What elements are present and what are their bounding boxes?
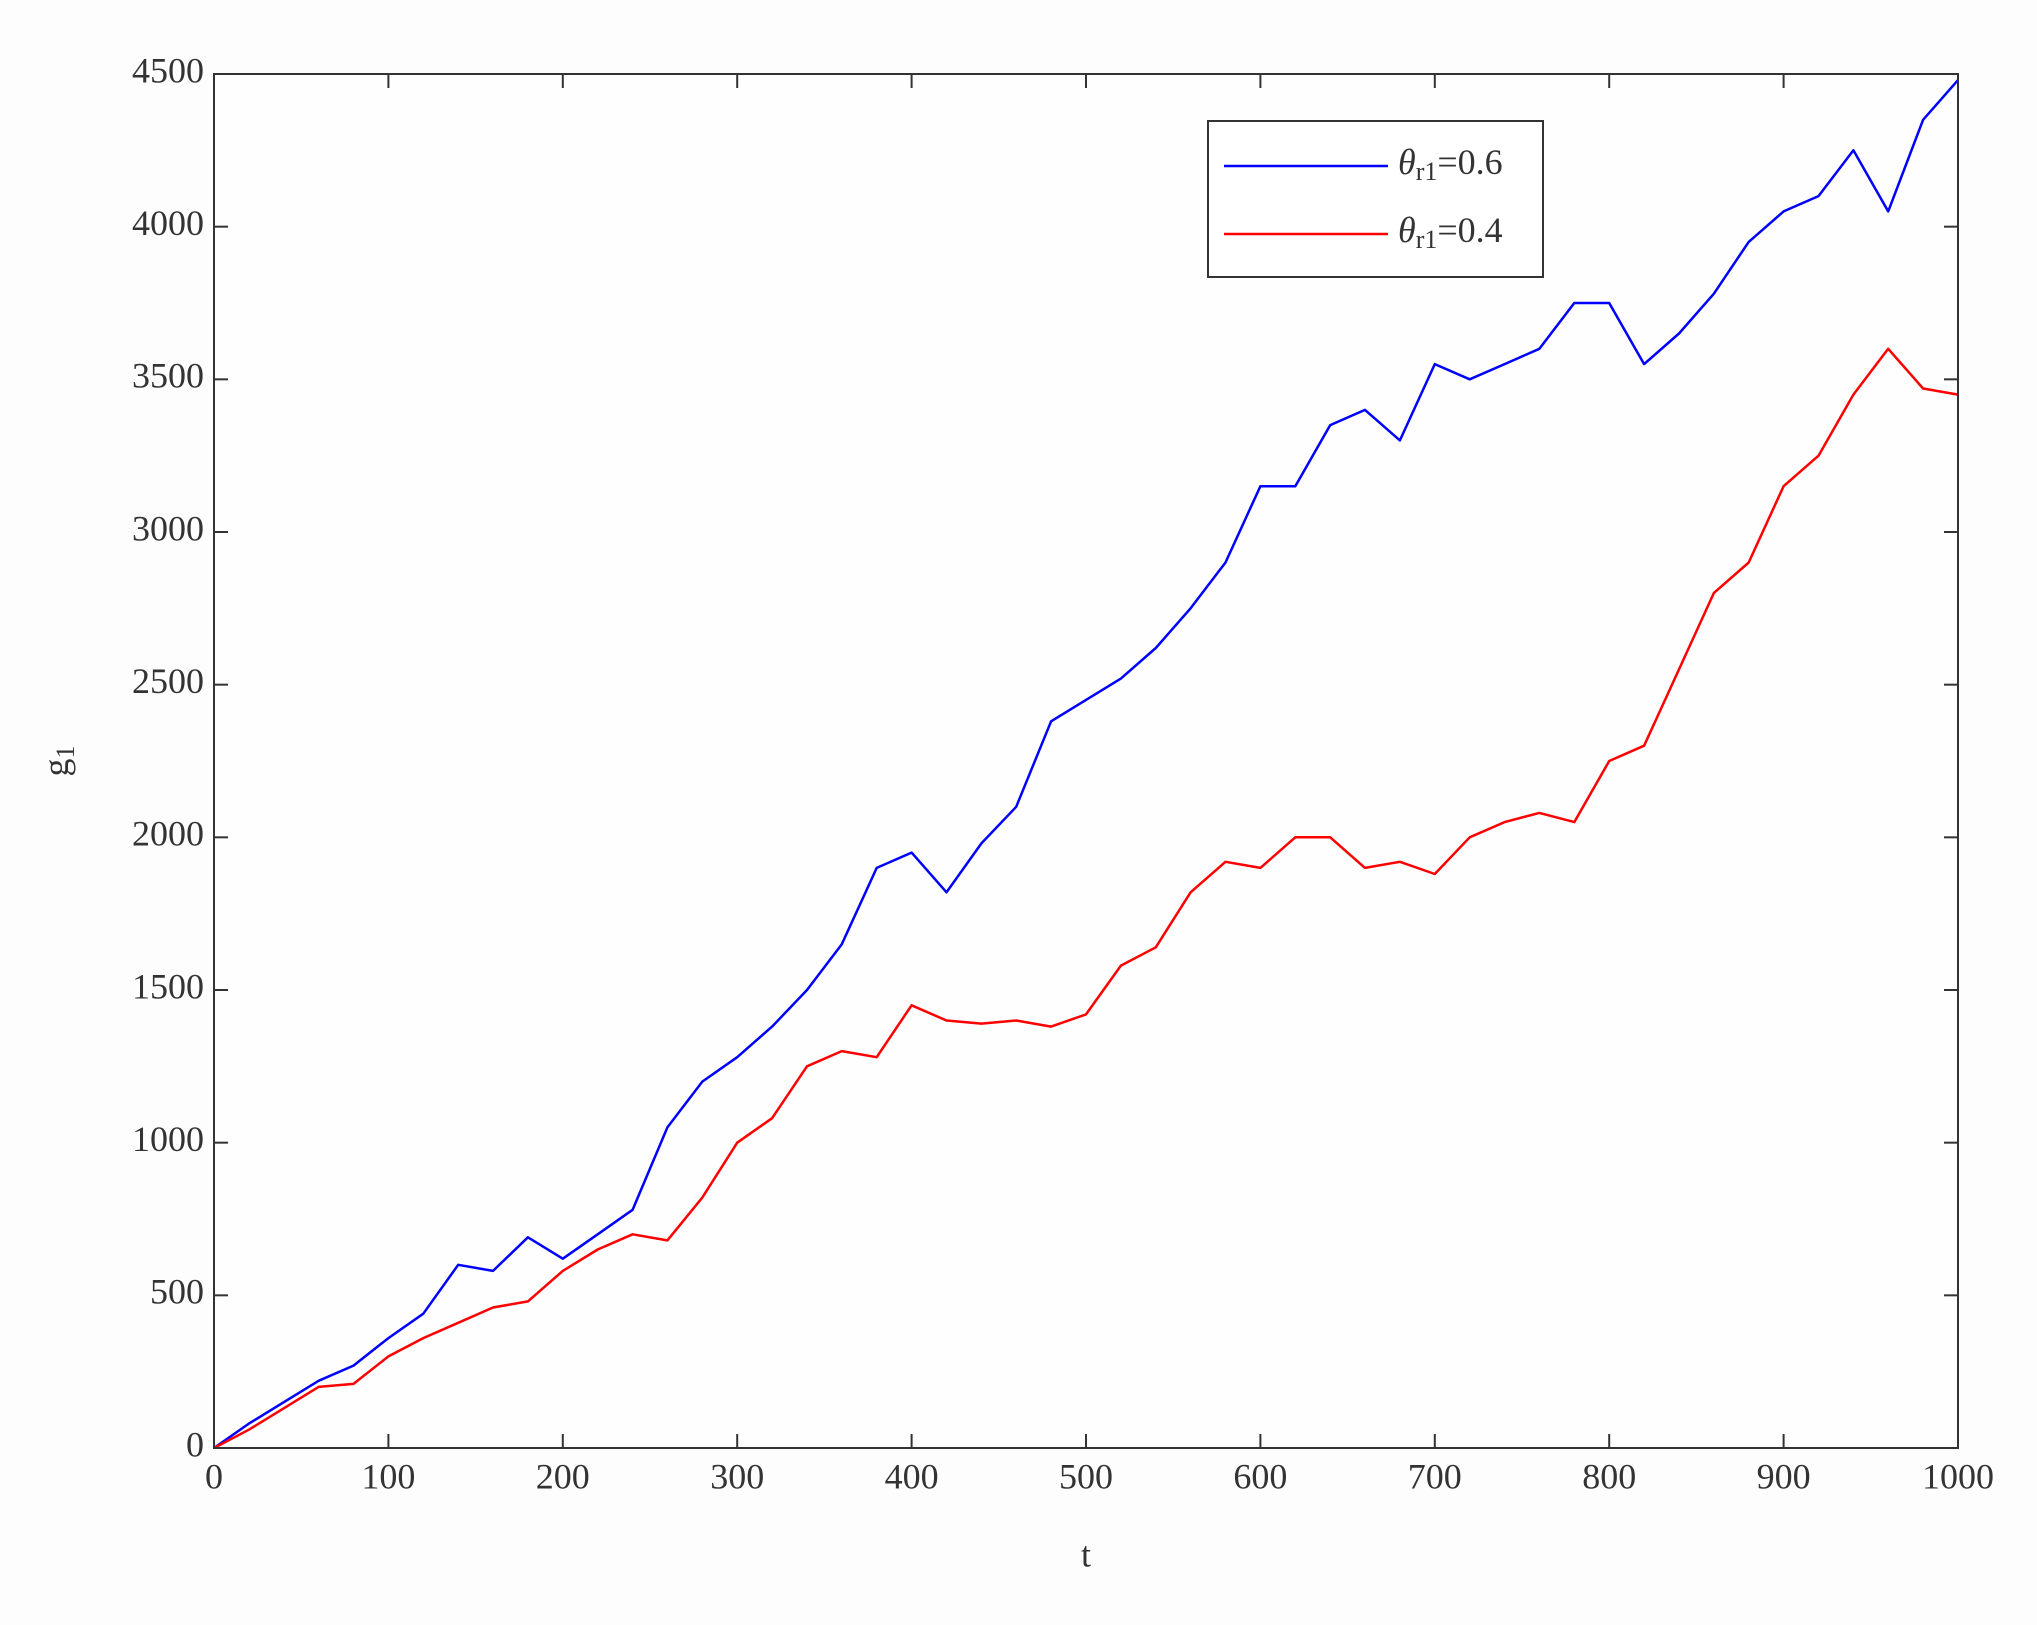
x-tick-label: 600 [1233, 1456, 1287, 1496]
y-tick-label: 500 [150, 1272, 204, 1312]
x-tick-label: 400 [885, 1456, 939, 1496]
x-tick-label: 900 [1757, 1456, 1811, 1496]
y-tick-label: 4500 [132, 50, 204, 90]
y-tick-label: 2500 [132, 661, 204, 701]
legend-box [1207, 120, 1544, 278]
y-tick-label: 0 [186, 1424, 204, 1464]
x-tick-label: 0 [205, 1456, 223, 1496]
y-tick-label: 4000 [132, 203, 204, 243]
legend-label: θr1=0.4 [1398, 210, 1503, 254]
legend-label: θr1=0.6 [1398, 142, 1503, 186]
plot-area [214, 74, 1958, 1448]
y-tick-label: 3000 [132, 508, 204, 548]
x-tick-label: 700 [1408, 1456, 1462, 1496]
y-tick-label: 3500 [132, 356, 204, 396]
x-tick-label: 800 [1582, 1456, 1636, 1496]
y-axis-label: g1 [36, 746, 80, 777]
x-tick-label: 500 [1059, 1456, 1113, 1496]
y-tick-label: 1000 [132, 1119, 204, 1159]
plot-frame [213, 73, 1959, 1449]
x-tick-label: 100 [361, 1456, 415, 1496]
x-tick-label: 200 [536, 1456, 590, 1496]
data-line [213, 79, 1959, 1450]
x-axis-label: t [1081, 1534, 1091, 1574]
x-tick-label: 1000 [1922, 1456, 1994, 1496]
data-line [213, 347, 1959, 1450]
y-tick-label: 2000 [132, 814, 204, 854]
x-tick-label: 300 [710, 1456, 764, 1496]
y-tick-label: 1500 [132, 966, 204, 1006]
legend: θr1=0.6 θr1=0.4 [1207, 120, 1544, 278]
